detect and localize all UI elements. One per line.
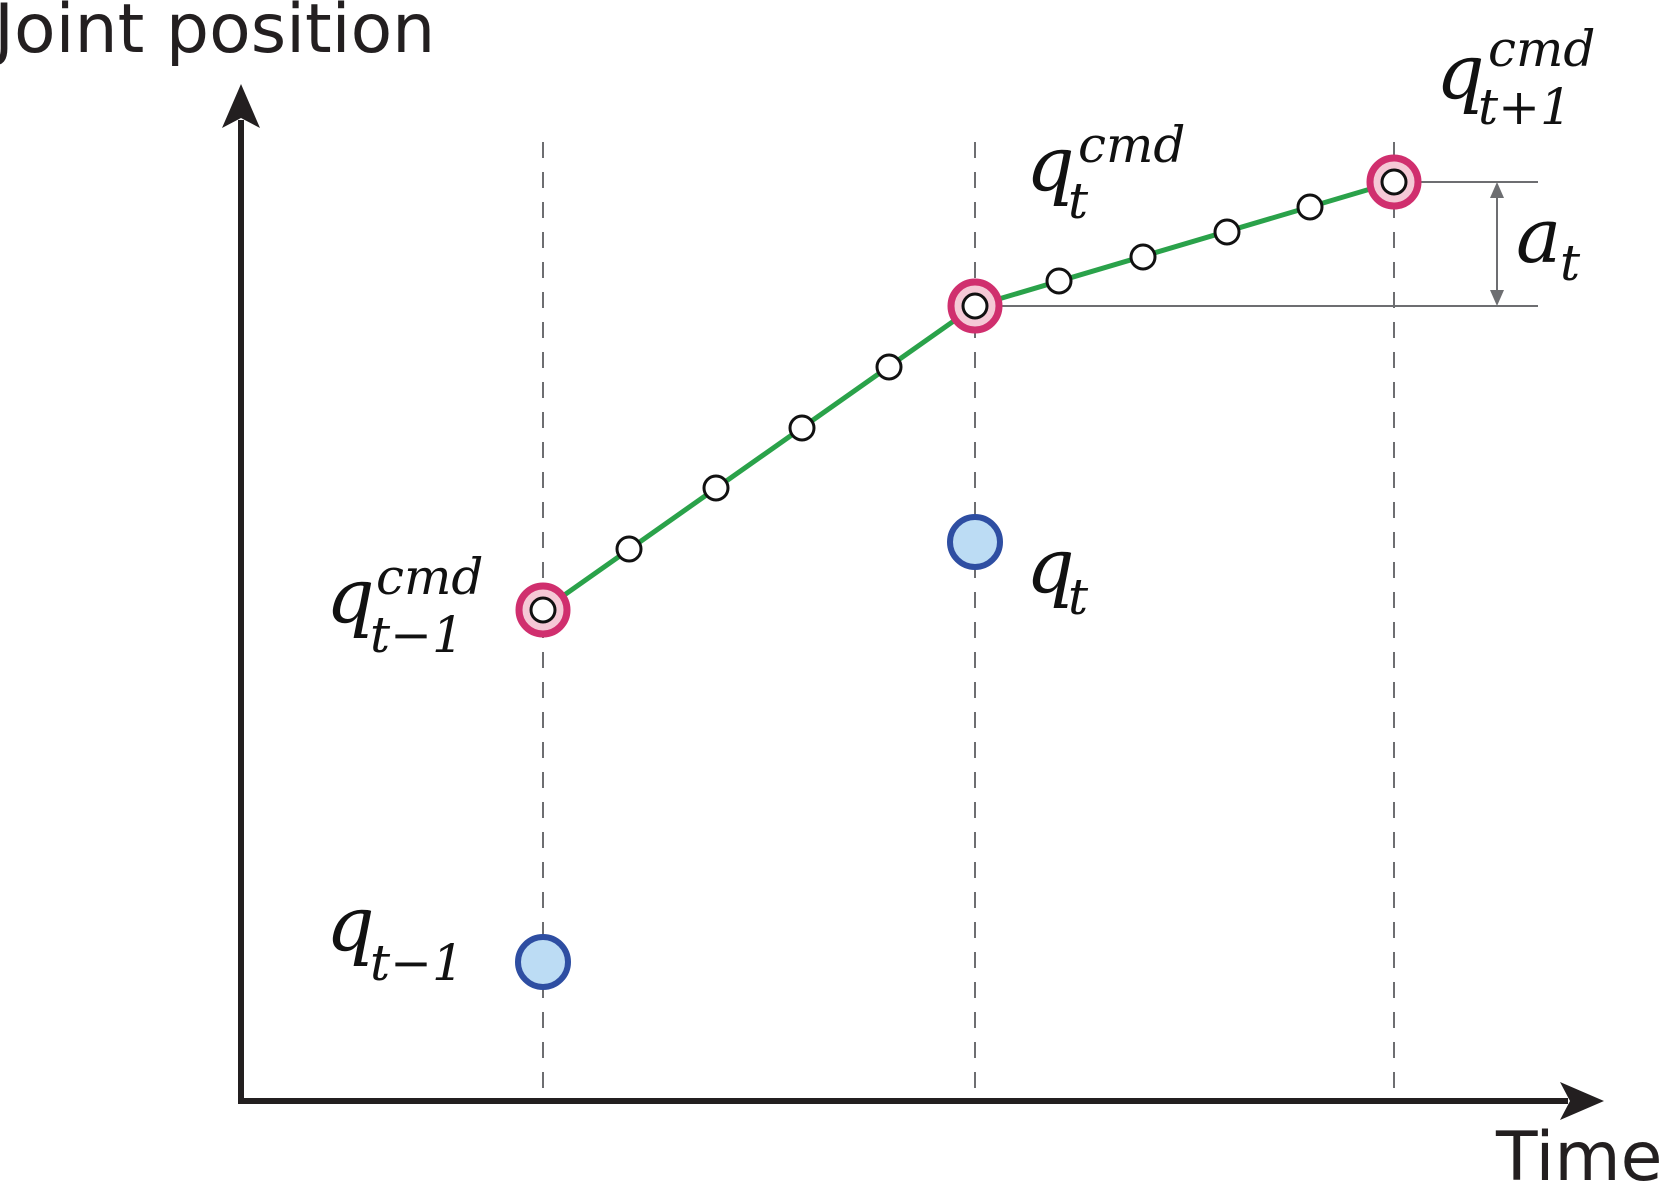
label-q-curr-sub: t	[1068, 568, 1089, 626]
label-q-curr: q t	[1026, 521, 1089, 626]
axes	[222, 84, 1604, 1120]
label-a-t-base: a	[1516, 191, 1561, 280]
delta-arrow-head-top	[1490, 182, 1504, 198]
interpolation-points	[529, 168, 1408, 624]
interp-point	[1296, 193, 1324, 221]
label-a-t: a t	[1516, 191, 1581, 292]
label-q-cmd-curr-sub: t	[1068, 172, 1089, 230]
interp-point	[529, 596, 557, 624]
label-q-prev-base: q	[326, 879, 375, 968]
measured-point-prev	[515, 934, 571, 990]
measured-point-curr	[947, 514, 1003, 570]
interp-point	[788, 414, 816, 442]
label-q-cmd-prev-sub: t−1	[370, 606, 464, 664]
interp-point	[615, 535, 643, 563]
label-q-cmd-prev-sup: cmd	[376, 548, 483, 606]
label-q-cmd-next-base: q	[1436, 27, 1485, 116]
interp-point	[1213, 218, 1241, 246]
interp-point	[875, 353, 903, 381]
label-q-cmd-curr: q cmd t	[1026, 116, 1185, 230]
label-q-cmd-next-sup: cmd	[1488, 20, 1595, 78]
interp-point	[1129, 243, 1157, 271]
label-q-prev-sub: t−1	[370, 934, 464, 992]
delta-arrow-head-bottom	[1490, 290, 1504, 306]
interp-point	[1045, 267, 1073, 295]
label-q-cmd-prev: q cmd t−1	[326, 548, 483, 664]
label-q-cmd-curr-base: q	[1026, 119, 1075, 208]
label-q-cmd-next-sub: t+1	[1478, 78, 1572, 136]
y-axis-title: Joint position	[0, 0, 435, 69]
label-q-cmd-curr-sup: cmd	[1078, 116, 1185, 174]
interp-point	[702, 474, 730, 502]
y-axis-arrowhead	[222, 84, 260, 128]
measured-points	[515, 514, 1003, 990]
interp-point	[1380, 168, 1408, 196]
x-axis-title: Time	[1495, 1118, 1662, 1195]
label-q-prev: q t−1	[326, 879, 464, 992]
x-axis-arrowhead	[1560, 1082, 1604, 1120]
label-q-cmd-prev-base: q	[326, 551, 375, 640]
label-q-cmd-next: q cmd t+1	[1436, 20, 1595, 136]
interp-point	[961, 292, 989, 320]
label-q-curr-base: q	[1026, 521, 1075, 610]
label-a-t-sub: t	[1560, 234, 1581, 292]
